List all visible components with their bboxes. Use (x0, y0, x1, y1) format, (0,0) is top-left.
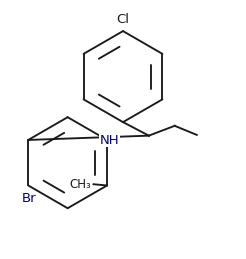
Text: NH: NH (100, 134, 119, 147)
Text: Cl: Cl (117, 13, 129, 26)
Text: Br: Br (22, 192, 37, 205)
Text: CH₃: CH₃ (70, 178, 92, 191)
